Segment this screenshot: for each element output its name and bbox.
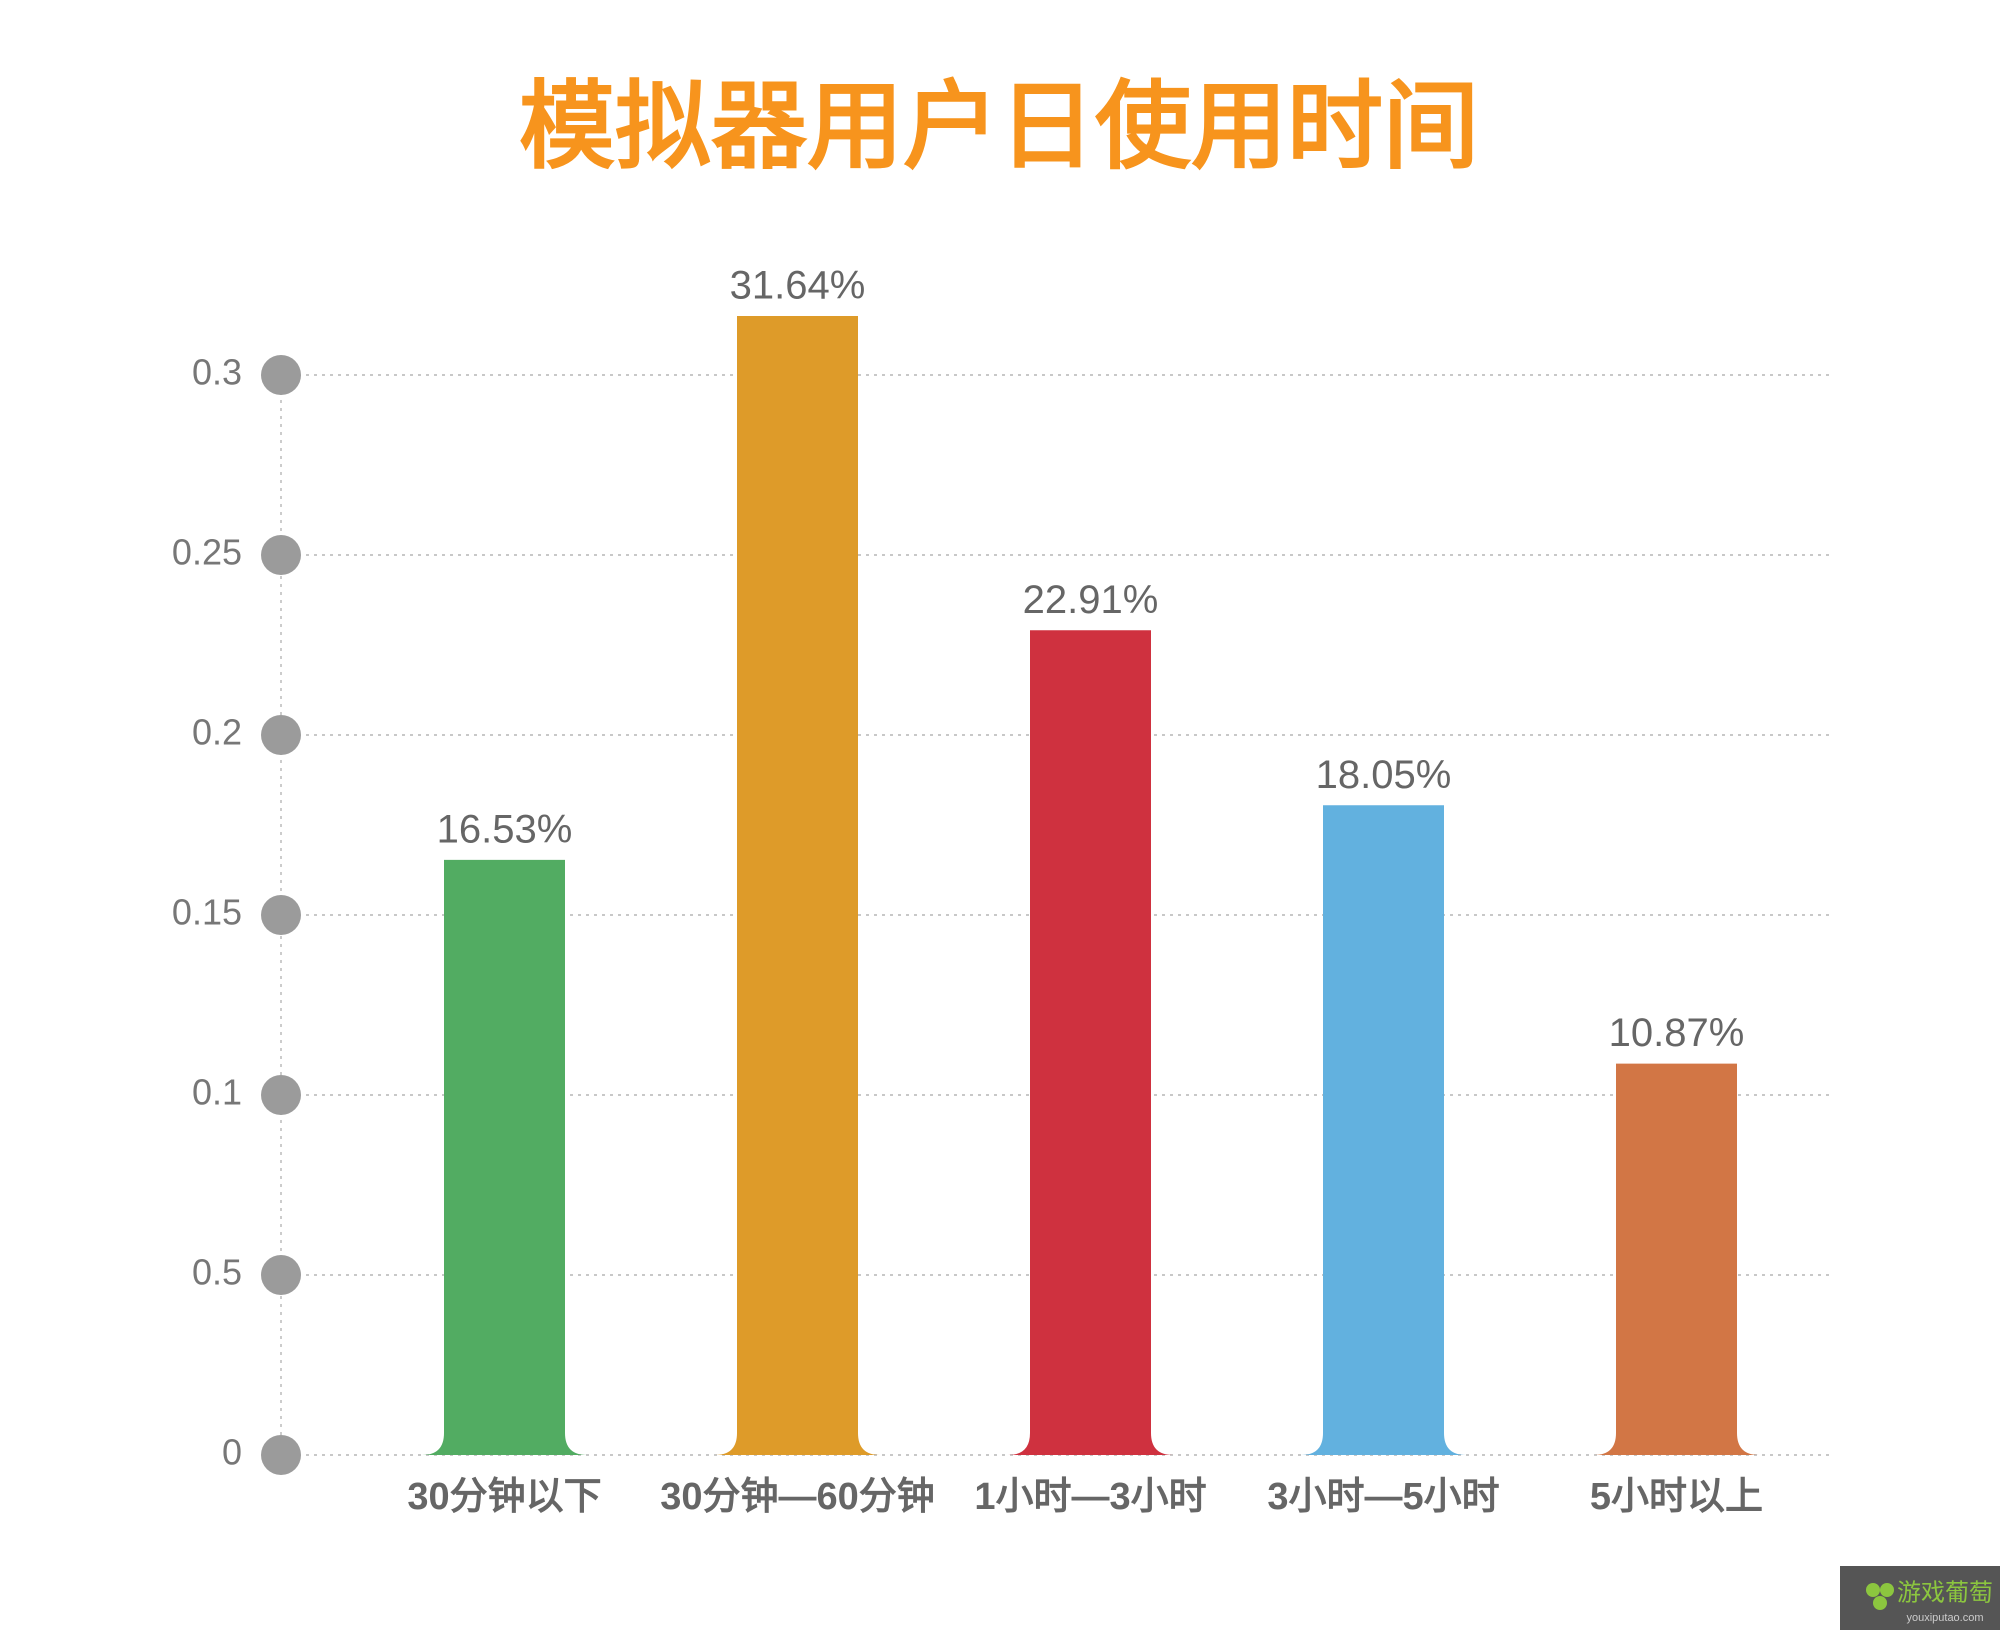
y-tick-label: 0.3 [192, 352, 242, 393]
bar [1301, 805, 1466, 1455]
watermark-name: 游戏葡萄 [1897, 1579, 1993, 1606]
y-tick-dot [261, 895, 301, 935]
watermark-box [1840, 1566, 2000, 1630]
value-label: 22.91% [1023, 578, 1159, 622]
x-tick-label: 3小时—5小时 [1267, 1476, 1499, 1518]
y-tick-dot [261, 1075, 301, 1115]
watermark-icon [1873, 1596, 1887, 1610]
watermark: 游戏葡萄 youxiputao.com [1840, 1566, 2000, 1630]
value-label: 10.87% [1609, 1011, 1745, 1055]
value-label: 18.05% [1316, 753, 1452, 797]
x-tick-label: 1小时—3小时 [974, 1476, 1206, 1518]
watermark-site: youxiputao.com [1906, 1612, 1983, 1624]
value-label: 31.64% [730, 264, 866, 308]
y-tick-label: 0.5 [192, 1252, 242, 1293]
y-tick-label: 0 [222, 1432, 242, 1473]
bar [422, 859, 587, 1455]
bar [1594, 1063, 1759, 1455]
y-tick-label: 0.15 [172, 892, 242, 933]
y-tick-label: 0.2 [192, 712, 242, 753]
chart-title: 模拟器用户日使用时间 [519, 73, 1479, 180]
bar [715, 315, 880, 1456]
y-tick-dot [261, 355, 301, 395]
x-tick-label: 30分钟—60分钟 [660, 1476, 935, 1518]
bar [1008, 630, 1173, 1455]
x-tick-label: 5小时以上 [1590, 1476, 1763, 1518]
watermark-icon [1866, 1583, 1880, 1597]
y-tick-label: 0.25 [172, 532, 242, 573]
y-tick-dot [261, 535, 301, 575]
value-label: 16.53% [437, 807, 573, 851]
y-tick-dot [261, 1435, 301, 1475]
x-tick-label: 30分钟以下 [407, 1476, 601, 1518]
watermark-icon [1880, 1583, 1894, 1597]
y-tick-dot [261, 1255, 301, 1295]
y-tick-label: 0.1 [192, 1072, 242, 1113]
y-tick-dot [261, 715, 301, 755]
